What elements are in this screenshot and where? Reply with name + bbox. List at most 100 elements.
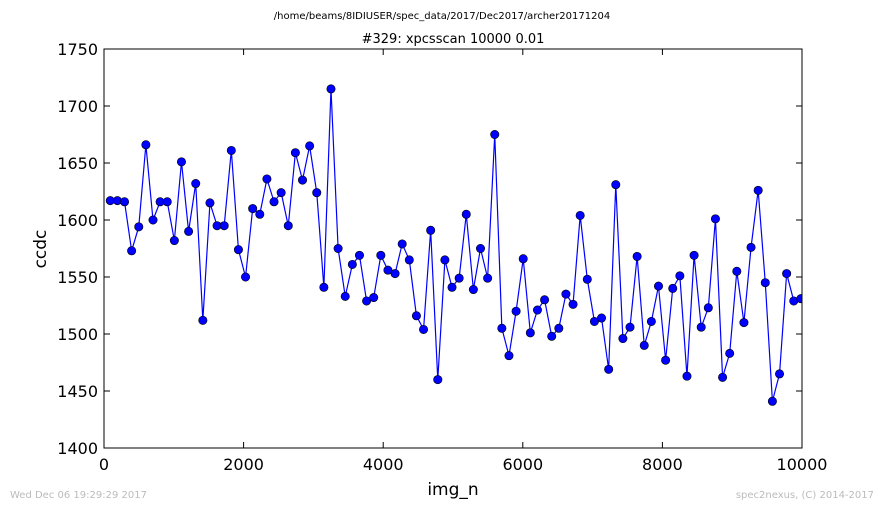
data-point [746,242,756,252]
data-point [767,396,777,406]
data-point [312,188,322,198]
y-tick-label: 1650 [57,154,98,173]
data-point [554,323,564,333]
data-point [682,371,692,381]
data-point [269,197,279,207]
data-point [725,348,735,358]
data-point [490,130,500,140]
data-point [134,222,144,232]
data-point [782,269,792,279]
axes-frame [103,48,803,449]
data-point [255,209,265,219]
data-point [419,324,429,334]
data-point [440,255,450,265]
data-point [625,322,635,332]
chart-title: #329: xpcsscan 10000 0.01 [362,32,545,47]
data-point [540,295,550,305]
footer-left: Wed Dec 06 19:29:29 2017 [10,490,147,501]
data-point [483,273,493,283]
data-point [305,141,315,151]
data-point [120,197,130,207]
data-point [347,259,357,269]
data-point [476,244,486,254]
data-point [233,245,243,255]
y-axis-label: ccdc [31,230,51,269]
data-point [454,273,464,283]
x-tick-label: 4000 [363,455,404,474]
data-point [753,185,763,195]
data-point [575,210,585,220]
y-tick-label: 1700 [57,97,98,116]
data-point [568,299,578,309]
data-point [340,291,350,301]
data-point [276,188,286,198]
data-point [468,285,478,295]
data-point [290,148,300,158]
data-point [219,221,229,231]
data-point [433,375,443,385]
data-point [511,306,521,316]
y-tick-label: 1450 [57,382,98,401]
data-point [248,204,258,214]
suptitle: /home/beams/8IDIUSER/spec_data/2017/Dec2… [274,11,610,22]
data-point [461,209,471,219]
y-tick-label: 1500 [57,325,98,344]
data-point [639,340,649,350]
data-point [739,318,749,328]
data-point [354,250,364,260]
data-point [561,289,571,299]
data-point [582,274,592,284]
data-point [326,84,336,94]
data-point [404,255,414,265]
x-tick-label: 6000 [502,455,543,474]
data-point [718,372,728,382]
data-point [397,239,407,249]
data-point [198,315,208,325]
data-point [191,179,201,189]
data-point [127,246,137,256]
data-point [518,254,528,264]
data-point [618,334,628,344]
data-point [241,272,251,282]
x-tick-label: 8000 [642,455,683,474]
data-point [333,244,343,254]
data-point [604,364,614,374]
data-point [298,175,308,185]
data-point [283,221,293,231]
data-point [661,355,671,365]
data-point [447,282,457,292]
data-point [703,303,713,313]
data-point [184,226,194,236]
data-point [504,351,514,361]
data-point [646,316,656,326]
y-tick-label: 1600 [57,211,98,230]
y-tick-label: 1750 [57,40,98,59]
data-point [426,225,436,235]
data-point [148,215,158,225]
data-point [597,313,607,323]
data-point [532,305,542,315]
data-point [689,250,699,260]
data-point [775,369,785,379]
data-point [376,250,386,260]
y-tick-label: 1550 [57,268,98,287]
footer-right: spec2nexus, (C) 2014-2017 [736,490,874,501]
x-tick-label: 0 [99,455,109,474]
data-point [169,236,179,246]
data-point [675,271,685,281]
data-point [176,157,186,167]
x-axis-label: img_n [427,480,478,500]
series-line [110,88,802,402]
data-point [525,328,535,338]
data-point [653,281,663,291]
data-point [696,322,706,332]
data-point [162,197,172,207]
data-point [226,145,236,155]
plot-area [105,84,802,406]
data-point [411,311,421,321]
data-point [497,323,507,333]
data-point [141,140,151,150]
data-point [369,293,379,303]
data-point [760,278,770,288]
